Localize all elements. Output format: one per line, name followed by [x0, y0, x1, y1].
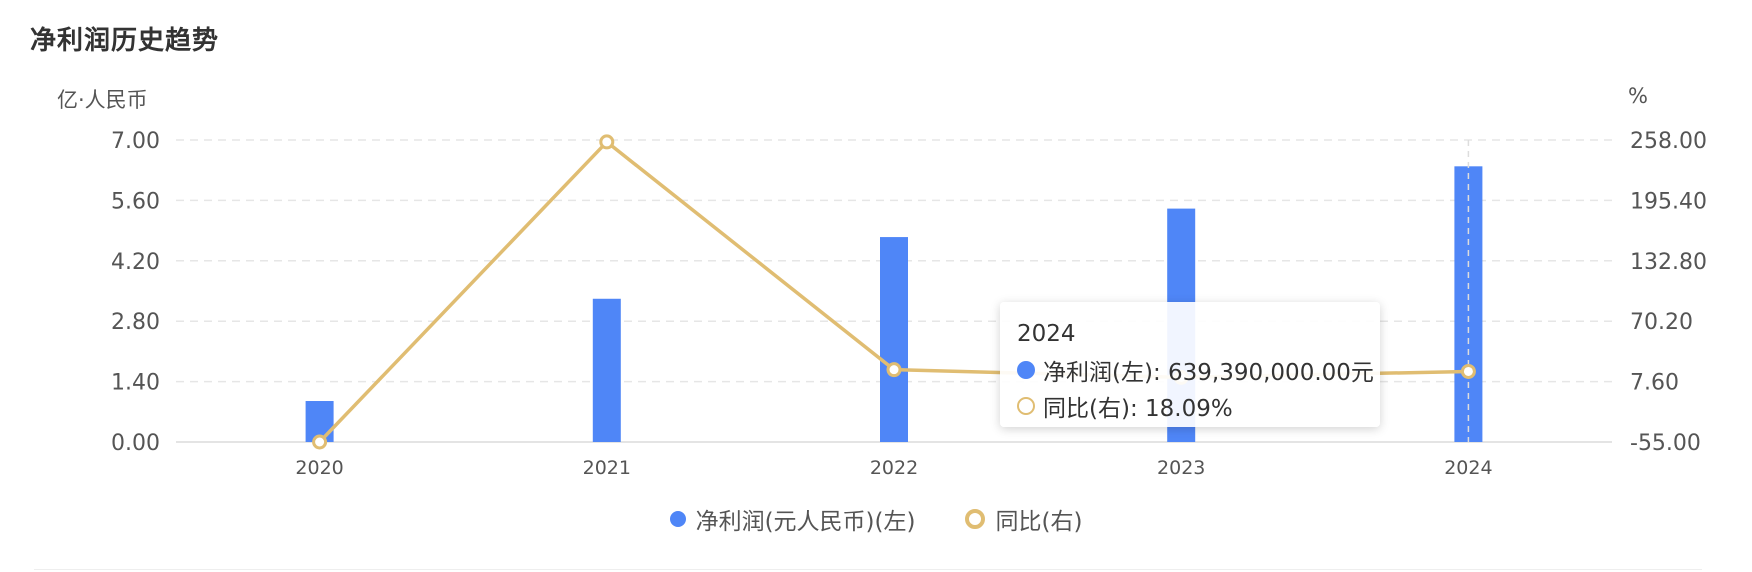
x-tick-label: 2020 [295, 457, 343, 479]
y-left-tick-label: 0.00 [111, 431, 160, 456]
tooltip-year: 2024 [1017, 321, 1076, 347]
y-right-tick-label: 195.40 [1630, 189, 1707, 214]
yoy-point [312, 434, 328, 450]
tooltip-bar-row: 净利润(左): 639,390,000.00元 [1017, 352, 1380, 388]
y-right-tick-label: 132.80 [1630, 250, 1707, 275]
y-left-tick-label: 2.80 [111, 310, 160, 335]
tooltip-bar-label: 净利润(左): 639,390,000.00元 [1043, 360, 1374, 386]
bar [880, 237, 908, 442]
tooltip-line-label: 同比(右): 18.09% [1043, 396, 1233, 422]
legend-item-yoy[interactable]: 同比(右) [965, 502, 1082, 536]
tooltip-line-marker [1017, 397, 1035, 415]
legend-line-label: 同比(右) [995, 509, 1083, 535]
x-tick-label: 2021 [583, 457, 631, 479]
tooltip-line-row: 同比(右): 18.09% [1017, 388, 1380, 424]
y-left-tick-label: 4.20 [111, 250, 160, 275]
y-left-tick-label: 5.60 [111, 189, 160, 214]
y-left-tick-label: 1.40 [111, 371, 160, 396]
chart-title: 净利润历史趋势 [30, 26, 220, 56]
yoy-point [886, 362, 902, 378]
y-right-tick-label: 70.20 [1630, 310, 1693, 335]
bottom-divider [34, 569, 1702, 570]
x-tick-label: 2024 [1444, 457, 1492, 479]
legend-bar-marker [669, 511, 686, 527]
legend-bar-label: 净利润(元人民币)(左) [695, 509, 916, 535]
legend-line-marker [965, 509, 986, 529]
yoy-point [1460, 363, 1476, 379]
x-tick-label: 2023 [1157, 457, 1205, 479]
y-right-tick-label: 7.60 [1630, 371, 1679, 396]
y-right-tick-label: -55.00 [1630, 431, 1701, 456]
legend-item-net-profit[interactable]: 净利润(元人民币)(左) [669, 502, 916, 536]
chart-legend: 净利润(元人民币)(左) 同比(右) [0, 502, 1752, 536]
bar [592, 298, 621, 442]
y-right-tick-label: 258.00 [1630, 129, 1707, 154]
yoy-point [599, 134, 615, 150]
y-left-tick-label: 7.00 [111, 129, 160, 154]
right-axis-unit: % [1628, 84, 1648, 108]
x-tick-label: 2022 [870, 457, 918, 479]
data-tooltip: 2024 净利润(左): 639,390,000.00元 同比(右): 18.0… [1000, 302, 1380, 427]
tooltip-bar-marker [1017, 361, 1035, 379]
left-axis-unit: 亿·人民币 [57, 88, 148, 112]
